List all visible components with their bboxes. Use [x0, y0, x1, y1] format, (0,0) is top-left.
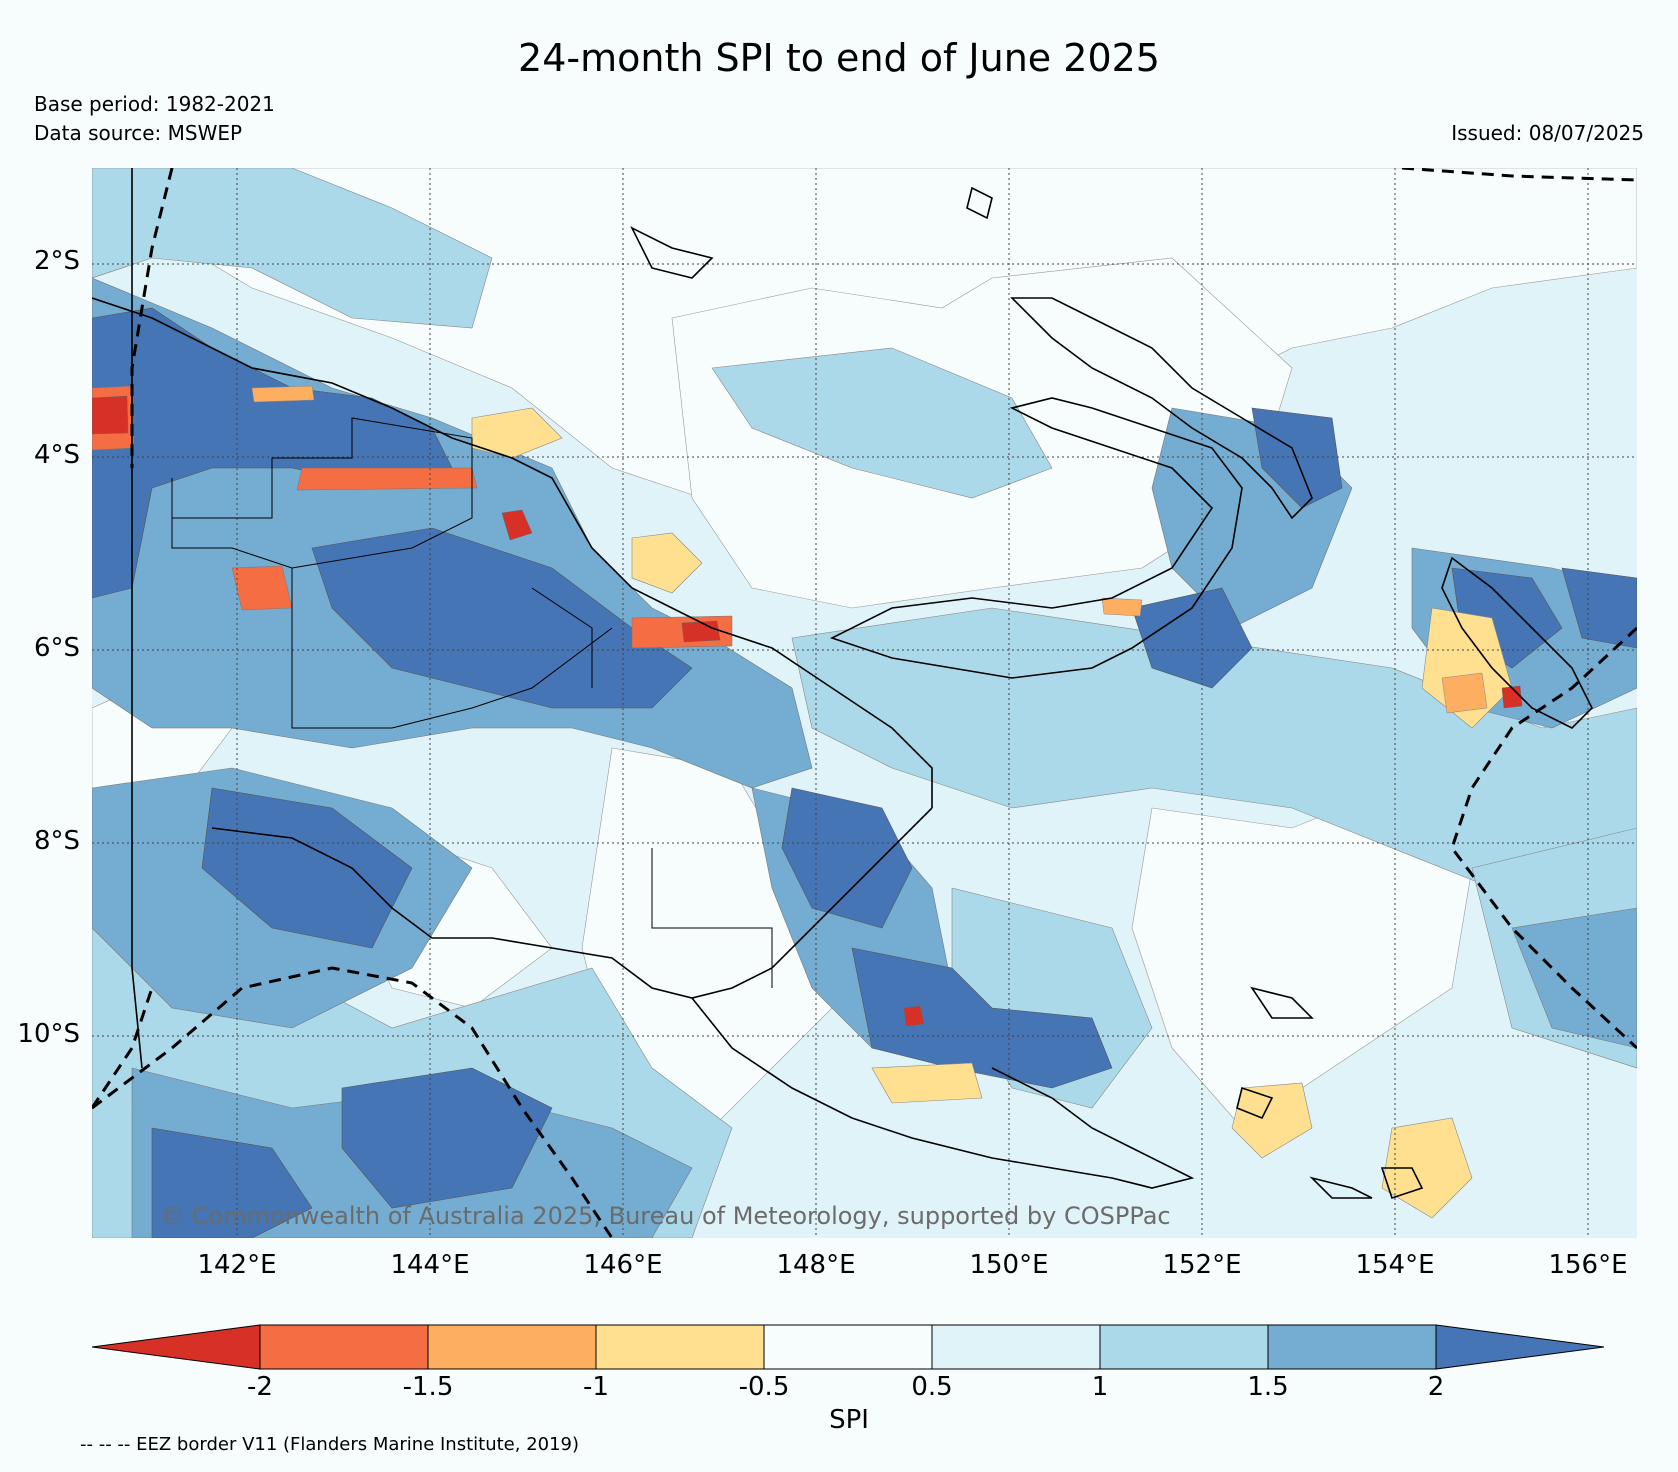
lon-label-154e: 154°E	[1355, 1250, 1435, 1280]
spi-wet-zone	[711, 347, 1053, 499]
spi-extremely-dry-zone	[681, 620, 721, 643]
province-borders	[171, 417, 773, 988]
spi-dry-zone	[1421, 607, 1513, 729]
colorbar-tick: -2	[247, 1372, 273, 1402]
base-period-note: Base period: 1982-2021	[34, 92, 275, 116]
lon-label-150e: 150°E	[969, 1250, 1049, 1280]
colorbar-segment-above-2	[1435, 1324, 1604, 1370]
colorbar-tick: 1.5	[1247, 1372, 1289, 1402]
lon-label-148e: 148°E	[776, 1250, 856, 1280]
lat-label-4s: 4°S	[33, 440, 80, 470]
coastline	[92, 168, 1593, 1200]
spi-wet-zone	[92, 168, 493, 329]
spi-dry-zone	[1231, 1082, 1313, 1159]
colorbar-segment-minus-2-to-minus-1-5	[259, 1324, 429, 1370]
issued-date: Issued: 08/07/2025	[1451, 121, 1644, 145]
colorbar-tick: -0.5	[738, 1372, 790, 1402]
colorbar-tick: 1	[1091, 1372, 1109, 1402]
colorbar-tick: -1.5	[402, 1372, 454, 1402]
spi-extremely-wet-zone	[851, 947, 1113, 1089]
spi-extremely-dry-zone	[92, 395, 129, 435]
colorbar-tick: 0.5	[911, 1372, 953, 1402]
colorbar-segment-1-to-1-5	[1099, 1324, 1269, 1370]
lat-label-2s: 2°S	[33, 246, 80, 276]
lat-label-10s: 10°S	[17, 1019, 80, 1049]
colorbar-tick: 2	[1427, 1372, 1445, 1402]
lon-label-156e: 156°E	[1548, 1250, 1628, 1280]
colorbar-label: SPI	[829, 1405, 869, 1435]
spi-map-canvas	[92, 168, 1637, 1238]
lat-label-8s: 8°S	[33, 826, 80, 856]
colorbar-segment-0-5-to-1	[931, 1324, 1101, 1370]
spi-moderately-dry-zone	[1101, 597, 1143, 617]
colorbar-segment-1-5-to-2	[1267, 1324, 1437, 1370]
spi-extremely-wet-zone	[311, 527, 693, 709]
spi-map: © Commonwealth of Australia 2025, Bureau…	[92, 168, 1637, 1238]
lon-label-144e: 144°E	[390, 1250, 470, 1280]
spi-extremely-wet-zone	[1561, 567, 1637, 649]
lon-label-142e: 142°E	[197, 1250, 277, 1280]
spi-extremely-wet-zone	[1131, 587, 1253, 689]
lon-label-146e: 146°E	[583, 1250, 663, 1280]
colorbar-segment-below-minus-2	[92, 1324, 261, 1370]
spi-very-wet-zone	[1511, 907, 1637, 1049]
spi-extremely-wet-zone	[151, 1127, 313, 1238]
spi-extremely-wet-zone	[1251, 407, 1343, 509]
spi-extremely-wet-zone	[781, 787, 913, 929]
spi-severely-dry-zone	[296, 467, 478, 491]
copyright-notice: © Commonwealth of Australia 2025, Bureau…	[160, 1202, 1171, 1230]
colorbar-segment-minus-1-to-minus-0-5	[595, 1324, 765, 1370]
spi-moderately-dry-zone	[251, 385, 315, 403]
lat-label-6s: 6°S	[33, 633, 80, 663]
spi-colorbar	[92, 1324, 1604, 1370]
spi-moderately-dry-zone	[1441, 672, 1488, 714]
eez-border-note: -- -- -- EEZ border V11 (Flanders Marine…	[80, 1434, 580, 1455]
spi-extremely-dry-zone	[1501, 685, 1523, 709]
spi-dry-zone	[631, 532, 703, 594]
eez-border	[92, 168, 1637, 1238]
lon-label-152e: 152°E	[1162, 1250, 1242, 1280]
spi-extremely-dry-zone	[903, 1005, 925, 1027]
colorbar-segment-near-normal	[763, 1324, 933, 1370]
graticule	[92, 168, 1637, 1238]
spi-dry-zone	[871, 1062, 983, 1104]
spi-extremely-wet-zone	[201, 787, 413, 949]
spi-severely-dry-zone	[231, 565, 293, 611]
colorbar-tick: -1	[583, 1372, 609, 1402]
map-title: 24-month SPI to end of June 2025	[518, 36, 1160, 80]
spi-extremely-wet-zone	[341, 1067, 553, 1209]
spi-extremely-dry-zone	[501, 509, 533, 541]
colorbar-segment-minus-1-5-to-minus-1	[427, 1324, 597, 1370]
data-source-note: Data source: MSWEP	[34, 121, 243, 145]
